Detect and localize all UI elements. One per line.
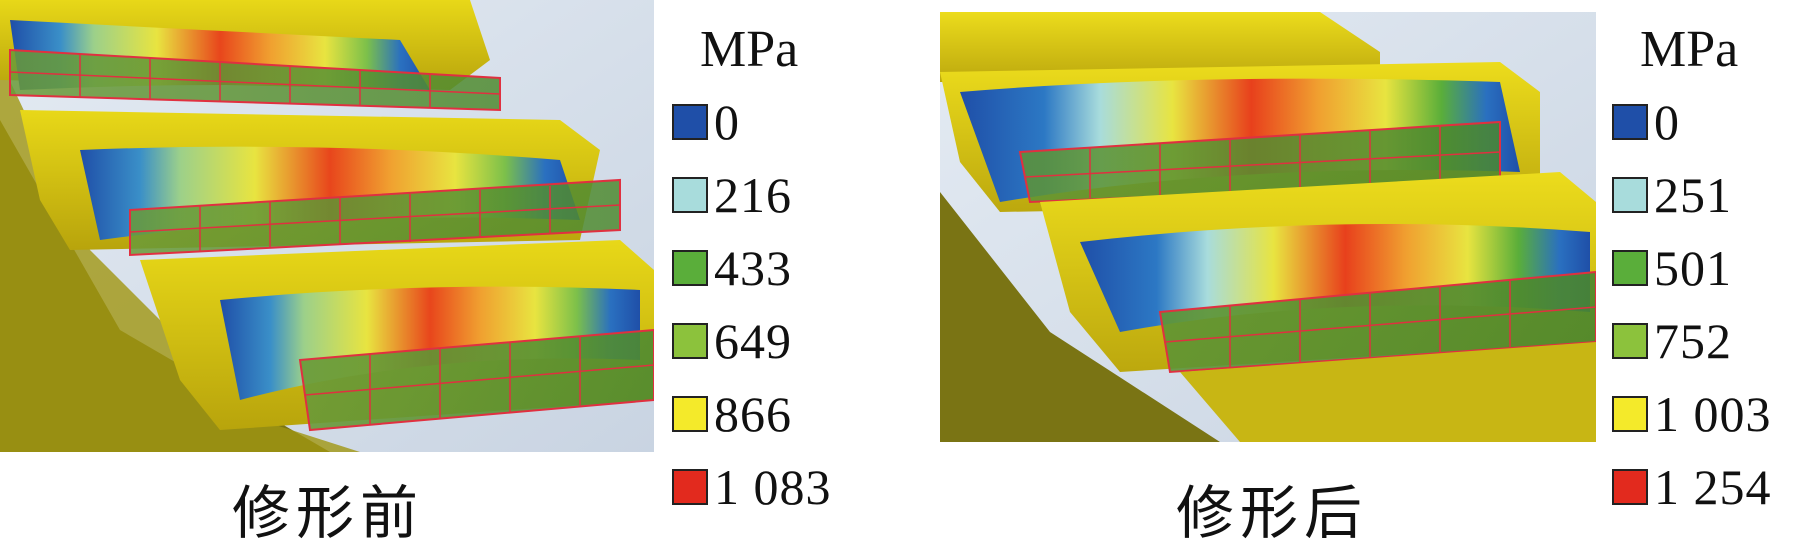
legend-entry: 0 xyxy=(672,92,842,152)
legend-value: 866 xyxy=(714,386,792,442)
legend-entry: 433 xyxy=(672,238,842,298)
legend-swatch xyxy=(672,250,708,286)
legend-swatch xyxy=(1612,104,1648,140)
legend-entry: 0 xyxy=(1612,92,1782,152)
legend-swatch xyxy=(672,104,708,140)
legend-entry: 1 083 xyxy=(672,457,842,517)
legend-entry: 216 xyxy=(672,165,842,225)
legend-value: 752 xyxy=(1654,313,1732,369)
legend-value: 649 xyxy=(714,313,792,369)
legend-swatch xyxy=(1612,250,1648,286)
legend-value: 1 254 xyxy=(1654,459,1772,515)
legend-entry: 251 xyxy=(1612,165,1782,225)
legend-entry: 1 003 xyxy=(1612,384,1782,444)
legend-entry: 1 254 xyxy=(1612,457,1782,517)
stress-contour-image-before xyxy=(0,0,654,452)
legend-entry: 501 xyxy=(1612,238,1782,298)
legend-swatch xyxy=(672,396,708,432)
legend-value: 433 xyxy=(714,240,792,296)
legend-unit: MPa xyxy=(700,21,799,78)
stress-contour-image-after xyxy=(940,12,1596,442)
legend-entry: 649 xyxy=(672,311,842,371)
legend-swatch xyxy=(672,323,708,359)
legend-value: 501 xyxy=(1654,240,1732,296)
legend-swatch xyxy=(1612,323,1648,359)
legend-swatch xyxy=(1612,469,1648,505)
legend-swatch xyxy=(1612,396,1648,432)
legend-value: 0 xyxy=(714,94,740,150)
legend-value: 1 003 xyxy=(1654,386,1772,442)
legend-swatch xyxy=(672,469,708,505)
legend-unit: MPa xyxy=(1640,21,1739,78)
legend-value: 216 xyxy=(714,167,792,223)
legend-before: MPa 0 216 433 649 866 1 083 xyxy=(672,22,842,530)
legend-value: 251 xyxy=(1654,167,1732,223)
legend-swatch xyxy=(672,177,708,213)
legend-entry: 752 xyxy=(1612,311,1782,371)
legend-after: MPa 0 251 501 752 1 003 1 254 xyxy=(1612,22,1782,530)
legend-swatch xyxy=(1612,177,1648,213)
legend-value: 1 083 xyxy=(714,459,832,515)
caption-before: 修形前 xyxy=(232,479,425,547)
caption-after: 修形后 xyxy=(1176,479,1369,547)
legend-entry: 866 xyxy=(672,384,842,444)
legend-value: 0 xyxy=(1654,94,1680,150)
